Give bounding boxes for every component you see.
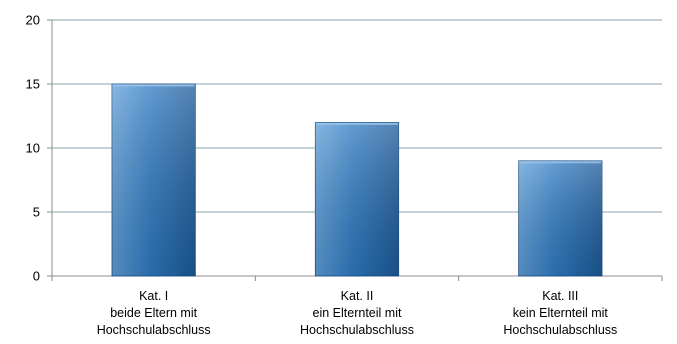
bar-top-highlight — [316, 122, 398, 125]
x-category-label: beide Eltern mit — [110, 306, 197, 320]
x-category-label: kein Elternteil mit — [513, 306, 609, 320]
x-category-label: Kat. I — [139, 289, 168, 303]
bars — [111, 83, 603, 277]
x-category-label: ein Elternteil mit — [313, 306, 402, 320]
bar-top-highlight — [112, 84, 195, 87]
x-category-label: Hochschulabschluss — [300, 323, 414, 337]
x-axis-category-labels: Kat. I beide Eltern mit Hochschulabschluss… — [97, 289, 618, 337]
bar-group — [111, 83, 196, 277]
bar-group — [518, 160, 603, 277]
bar-shade — [315, 122, 399, 277]
y-tick-label: 10 — [26, 141, 40, 156]
bar-top-highlight — [519, 161, 602, 164]
y-tick-label: 15 — [26, 77, 40, 92]
x-category-label: Kat. II — [341, 289, 374, 303]
bar-shade — [111, 84, 196, 276]
x-category-label: Hochschulabschluss — [97, 323, 211, 337]
y-tick-label: 20 — [26, 13, 40, 28]
x-category-label: Hochschulabschluss — [503, 323, 617, 337]
bar-shade — [518, 160, 603, 276]
y-tick-label: 0 — [33, 269, 40, 284]
y-axis-tick-labels: 0 5 10 15 20 — [26, 13, 52, 284]
x-category-label: Kat. III — [542, 289, 578, 303]
bar-group — [314, 122, 400, 277]
y-tick-label: 5 — [33, 205, 40, 220]
